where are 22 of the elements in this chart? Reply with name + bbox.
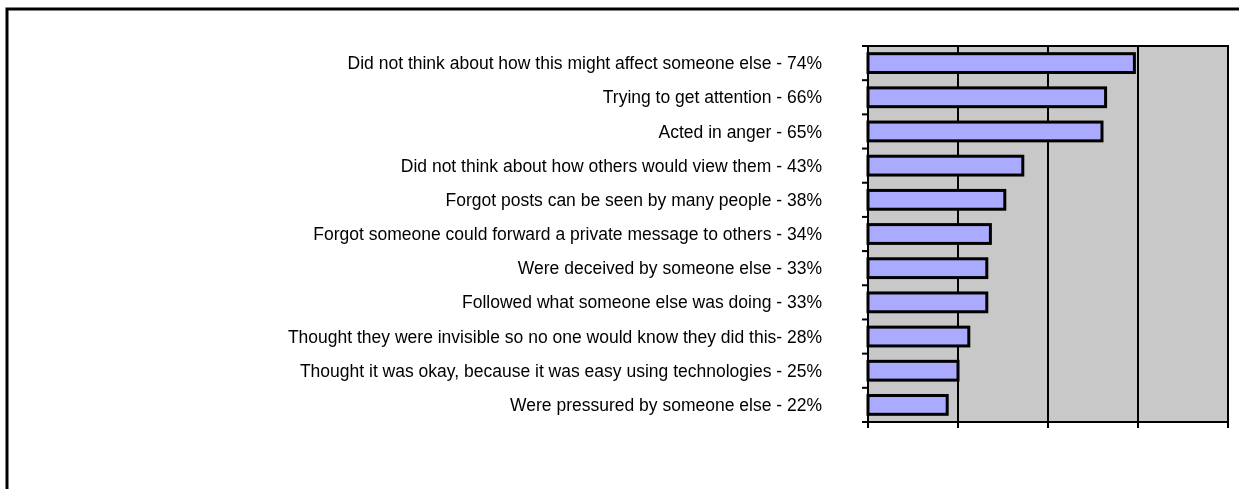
data-label: 43% xyxy=(782,155,822,176)
y-tick-label: Were pressured by someone else - xyxy=(510,395,783,416)
data-label: 34% xyxy=(782,224,822,245)
data-label: 22% xyxy=(782,395,822,416)
y-tick-label: Acted in anger - xyxy=(658,121,783,142)
y-tick-label: Thought they were invisible so no one would know they did this- xyxy=(287,326,783,347)
y-tick-label: Followed what someone else was doing - xyxy=(462,292,783,313)
data-label: 25% xyxy=(782,360,822,381)
y-tick-label: Did not think about how others would view them - xyxy=(400,155,783,176)
y-tick-label: Trying to get attention - xyxy=(602,87,783,108)
y-tick-label: Did not think about how this might affect someone else - xyxy=(347,53,783,74)
data-label: 65% xyxy=(782,121,822,142)
data-label: 33% xyxy=(782,292,822,313)
y-tick-label: Thought it was okay, because it was easy using technologies - xyxy=(299,360,783,381)
data-label: 28% xyxy=(782,326,822,347)
y-tick-label: Forgot posts can be seen by many people - xyxy=(445,189,783,210)
data-label: 74% xyxy=(782,53,822,74)
data-label: 38% xyxy=(782,189,822,210)
data-label: 33% xyxy=(782,258,822,279)
y-tick-label: Forgot someone could forward a private message to others - xyxy=(313,224,783,245)
data-label: 66% xyxy=(782,87,822,108)
y-tick-label: Were deceived by someone else - xyxy=(517,258,783,279)
